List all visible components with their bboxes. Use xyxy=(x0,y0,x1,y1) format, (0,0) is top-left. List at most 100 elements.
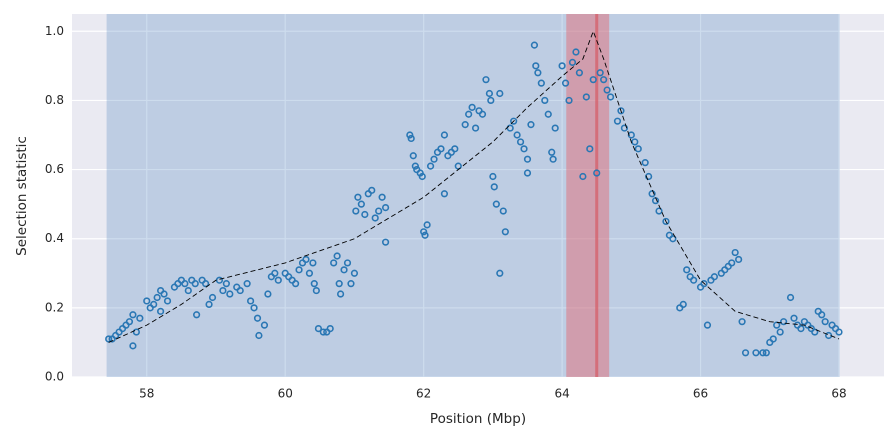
data-point xyxy=(163,297,172,305)
data-point xyxy=(226,290,234,298)
data-point xyxy=(759,349,767,357)
data-point xyxy=(340,266,348,274)
y-tick-label: 0.2 xyxy=(45,300,64,314)
data-point xyxy=(371,214,379,222)
data-point xyxy=(208,293,217,302)
data-point xyxy=(769,335,777,343)
data-point xyxy=(523,155,532,163)
data-point xyxy=(797,325,805,333)
data-point xyxy=(150,300,158,309)
data-point xyxy=(326,325,334,333)
data-point xyxy=(295,266,303,274)
data-point xyxy=(253,314,262,322)
data-point xyxy=(780,318,788,326)
data-point xyxy=(312,286,320,295)
data-point xyxy=(375,207,383,215)
data-point xyxy=(157,307,165,315)
highlight-span xyxy=(566,14,610,377)
data-point xyxy=(129,311,137,319)
data-point xyxy=(773,321,781,329)
data-point xyxy=(710,273,719,281)
data-point xyxy=(129,342,137,350)
data-point xyxy=(835,328,843,336)
trend-line xyxy=(108,30,840,343)
data-point xyxy=(343,259,352,267)
x-tick-label: 62 xyxy=(416,387,431,401)
data-point xyxy=(193,311,201,319)
data-point xyxy=(741,349,750,357)
data-point xyxy=(530,41,539,49)
data-point xyxy=(537,79,545,87)
data-point xyxy=(243,280,251,288)
data-point xyxy=(492,200,500,208)
data-point xyxy=(600,76,608,84)
data-point xyxy=(314,325,323,333)
data-point xyxy=(368,186,376,194)
data-point xyxy=(411,162,419,170)
data-point xyxy=(631,138,639,146)
data-point xyxy=(487,96,495,105)
data-point xyxy=(440,131,449,139)
data-point xyxy=(558,62,566,70)
data-point xyxy=(309,259,317,267)
data-point xyxy=(246,297,255,305)
data-point xyxy=(776,328,784,336)
data-point xyxy=(191,280,199,288)
data-point xyxy=(319,328,327,336)
data-point xyxy=(568,58,577,67)
data-point xyxy=(593,169,601,177)
data-point xyxy=(496,89,504,98)
y-axis-label: Selection statistic xyxy=(14,136,30,256)
data-point xyxy=(523,169,532,177)
data-point xyxy=(205,300,213,309)
data-point xyxy=(496,269,504,277)
data-point xyxy=(336,290,345,298)
data-point xyxy=(752,349,760,357)
data-point xyxy=(426,162,435,170)
data-point xyxy=(690,276,698,284)
data-point xyxy=(575,69,584,77)
data-point xyxy=(548,148,556,156)
y-tick-label: 0.4 xyxy=(45,231,64,245)
data-point xyxy=(731,248,739,257)
data-point xyxy=(679,300,687,309)
data-point xyxy=(310,280,318,288)
data-point xyxy=(420,228,428,236)
data-point xyxy=(818,311,826,319)
data-point xyxy=(271,269,279,277)
x-tick-label: 58 xyxy=(139,387,154,401)
data-point xyxy=(105,335,113,343)
data-point xyxy=(421,231,429,239)
data-point xyxy=(527,121,535,129)
data-point xyxy=(596,69,604,77)
data-point xyxy=(586,145,594,153)
data-point xyxy=(534,69,542,77)
data-point xyxy=(378,193,386,201)
data-point xyxy=(236,286,244,295)
data-point xyxy=(549,155,557,163)
data-point xyxy=(613,117,622,125)
data-point xyxy=(423,221,431,229)
data-point xyxy=(786,293,795,302)
data-point xyxy=(437,145,445,153)
data-point xyxy=(143,297,151,305)
data-point xyxy=(606,93,615,101)
data-point xyxy=(305,269,314,277)
data-point xyxy=(418,172,426,181)
data-point xyxy=(381,238,390,246)
data-point xyxy=(489,172,497,181)
data-point xyxy=(501,228,509,236)
data-point xyxy=(471,124,480,132)
data-point xyxy=(136,314,144,322)
data-point xyxy=(302,255,310,264)
data-point xyxy=(700,280,708,288)
data-point xyxy=(627,131,635,139)
data-point xyxy=(821,318,829,326)
data-point xyxy=(499,207,507,215)
data-point xyxy=(454,162,462,170)
data-point xyxy=(617,107,625,115)
data-point xyxy=(811,328,819,336)
data-point xyxy=(572,48,580,56)
data-point xyxy=(565,96,573,105)
